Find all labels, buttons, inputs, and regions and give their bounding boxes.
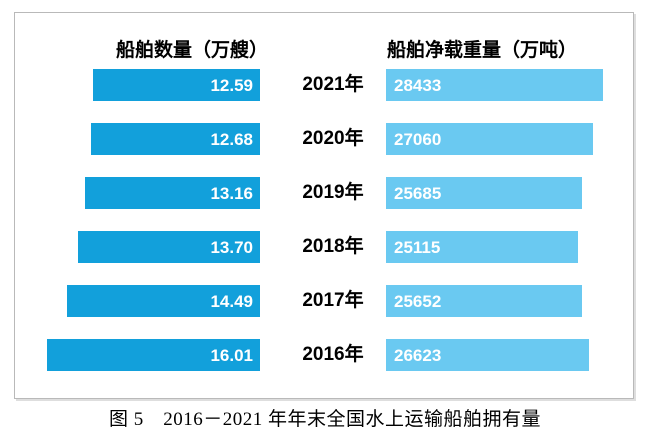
chart-panel: 船舶数量（万艘） 船舶净载重量（万吨） 12.59 2021年 28433 12.68… xyxy=(14,12,634,399)
right-bar: 25685 xyxy=(386,177,582,209)
right-bar-value: 28433 xyxy=(394,76,442,95)
right-bar-value: 25115 xyxy=(394,238,441,257)
right-bar-value: 27060 xyxy=(394,130,442,149)
right-bar: 28433 xyxy=(386,69,603,101)
left-bar-value: 12.59 xyxy=(210,76,253,95)
left-bar: 13.70 xyxy=(78,231,260,263)
left-series-header: 船舶数量（万艘） xyxy=(115,40,268,61)
left-bar-value: 14.49 xyxy=(210,292,253,311)
right-bar: 25115 xyxy=(386,231,578,263)
year-label: 2021年 xyxy=(302,74,364,95)
left-bar: 16.01 xyxy=(47,339,260,371)
right-bar-value: 25685 xyxy=(394,184,442,203)
left-bar: 12.59 xyxy=(93,69,260,101)
right-bar-value: 26623 xyxy=(394,346,442,365)
left-bar-value: 16.01 xyxy=(210,346,253,365)
left-bar-value: 12.68 xyxy=(210,130,253,149)
left-bar: 14.49 xyxy=(67,285,260,317)
left-bar: 12.68 xyxy=(91,123,260,155)
year-label: 2016年 xyxy=(302,344,364,365)
year-label: 2020年 xyxy=(302,128,364,149)
right-bar: 27060 xyxy=(386,123,593,155)
left-bar-value: 13.70 xyxy=(210,238,253,257)
right-bar: 26623 xyxy=(386,339,589,371)
figure-caption: 图 5 2016－2021 年年末全国水上运输船舶拥有量 xyxy=(108,409,541,430)
right-bar-value: 25652 xyxy=(394,292,442,311)
left-bar: 13.16 xyxy=(85,177,260,209)
year-label: 2018年 xyxy=(302,236,364,257)
year-label: 2017年 xyxy=(302,290,364,311)
year-label: 2019年 xyxy=(302,182,364,203)
left-bar-value: 13.16 xyxy=(210,184,253,203)
right-series-header: 船舶净载重量（万吨） xyxy=(387,40,578,61)
right-bar: 25652 xyxy=(386,285,582,317)
